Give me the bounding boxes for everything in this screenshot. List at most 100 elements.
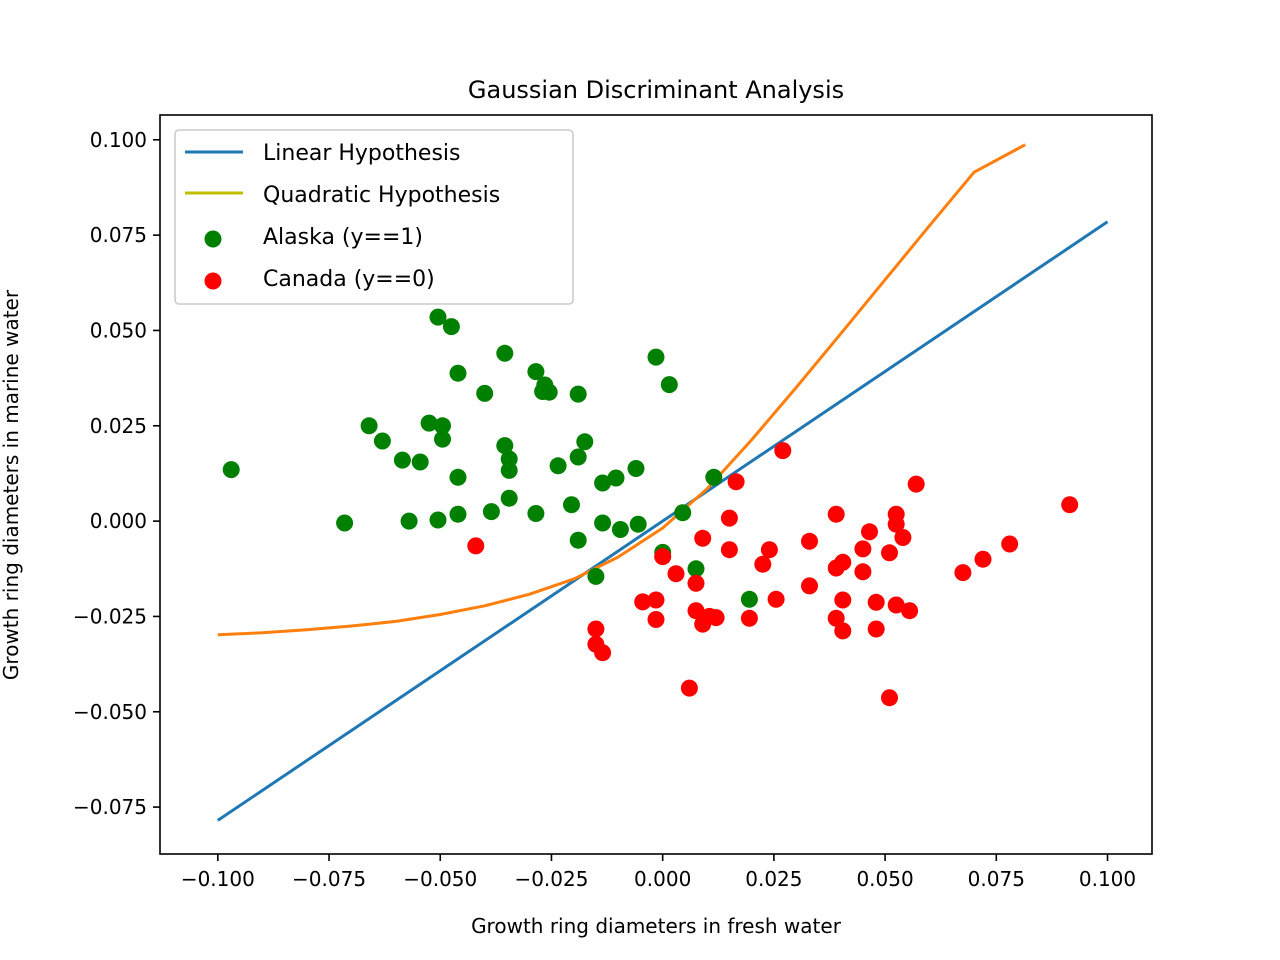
alaska-point	[222, 461, 240, 479]
canada-point	[834, 553, 852, 571]
canada-point	[867, 620, 885, 638]
alaska-point	[527, 505, 545, 522]
alaska-point	[476, 384, 494, 402]
canada-point	[720, 509, 738, 527]
alaska-point	[400, 512, 418, 530]
canada-point	[767, 590, 785, 608]
alaska-point	[569, 385, 587, 403]
canada-point	[707, 609, 725, 627]
canada-point	[907, 475, 925, 493]
canada-point	[861, 523, 878, 541]
x-tick-label: 0.075	[968, 867, 1025, 891]
canada-point	[974, 550, 992, 568]
x-tick-label: 0.025	[745, 867, 802, 891]
linear-hypothesis-line	[216, 220, 1109, 822]
quadratic-hypothesis-line	[217, 143, 1026, 637]
alaska-point	[393, 451, 411, 469]
y-tick-label: 0.100	[90, 128, 147, 152]
alaska-point	[449, 364, 467, 382]
canada-point	[887, 596, 905, 614]
x-tick-label: 0.000	[634, 867, 691, 891]
alaska-point	[587, 567, 605, 585]
x-tick-label: −0.025	[514, 867, 588, 891]
alaska-point	[434, 417, 451, 435]
legend-alaska-marker	[204, 230, 222, 248]
alaska-point	[411, 453, 429, 471]
canada-point	[647, 591, 665, 609]
canada-point	[881, 689, 898, 707]
alaska-point	[527, 363, 545, 381]
alaska-point	[687, 560, 705, 578]
alaska-point	[660, 376, 678, 394]
alaska-point	[449, 468, 467, 486]
alaska-point	[429, 308, 447, 326]
canada-point	[1001, 535, 1019, 553]
canada-point	[680, 679, 698, 697]
y-tick-label: −0.025	[73, 604, 147, 628]
canada-point	[687, 602, 705, 620]
canada-point	[654, 548, 672, 566]
canada-point	[467, 537, 485, 555]
alaska-point	[674, 504, 692, 522]
canada-point	[801, 577, 818, 595]
alaska-point	[496, 344, 514, 362]
canada-point	[954, 564, 972, 582]
canada-point	[720, 541, 738, 559]
alaska-point	[540, 383, 558, 401]
legend-canada-marker	[204, 272, 222, 290]
canada-point	[754, 555, 772, 573]
y-axis-label: Growth ring diameters in marine water	[0, 289, 23, 680]
y-tick-label: 0.025	[90, 414, 147, 438]
alaska-point	[629, 515, 647, 533]
canada-point	[587, 620, 605, 638]
x-tick-label: 0.050	[856, 867, 913, 891]
alaska-point	[607, 469, 625, 487]
x-axis: −0.100 −0.075 −0.050 −0.025 0.000 0.025 0.050 0…	[181, 854, 1136, 891]
y-tick-label: 0.075	[90, 223, 147, 247]
alaska-point	[482, 503, 500, 521]
x-tick-label: −0.075	[292, 867, 366, 891]
canada-point	[827, 505, 845, 523]
canada-point	[634, 593, 652, 611]
y-tick-label: −0.075	[73, 795, 147, 819]
canada-point	[727, 473, 745, 491]
series-layer	[216, 143, 1109, 822]
canada-point	[801, 532, 818, 550]
canada-point	[867, 593, 885, 611]
alaska-point	[647, 348, 665, 366]
alaska-point	[569, 448, 587, 466]
alaska-point	[420, 414, 438, 432]
alaska-point	[442, 318, 460, 336]
y-axis: −0.075 −0.050 −0.025 0.000 0.025 0.050 0.075 0.…	[73, 128, 160, 819]
canada-point	[667, 565, 685, 583]
plot-frame	[159, 114, 1153, 855]
alaska-point	[611, 521, 629, 538]
alaska-point	[569, 531, 587, 549]
alaska-point	[594, 514, 612, 532]
canada-point	[854, 540, 872, 558]
x-tick-label: 0.100	[1079, 867, 1136, 891]
alaska-point	[429, 511, 447, 529]
legend-linear-label: Linear Hypothesis	[263, 141, 461, 166]
alaska-point	[500, 489, 518, 507]
legend-canada-label: Canada (y==0)	[263, 267, 435, 292]
alaska-point	[373, 432, 391, 450]
canada-point	[687, 574, 705, 592]
x-tick-label: −0.100	[181, 867, 255, 891]
canada-point	[1061, 496, 1079, 514]
legend-alaska-label: Alaska (y==1)	[263, 225, 423, 250]
alaska-point	[549, 457, 567, 475]
alaska-point	[563, 496, 580, 514]
legend-box	[174, 129, 574, 305]
alaska-point	[434, 430, 451, 448]
canada-point	[894, 529, 912, 546]
canada-point	[854, 563, 872, 581]
alaska-point	[500, 461, 518, 479]
canada-point	[834, 622, 852, 640]
canada-point	[881, 544, 898, 562]
canada-point	[594, 644, 612, 662]
x-tick-label: −0.050	[403, 867, 477, 891]
canada-point	[834, 591, 852, 609]
legend-quadratic-label: Quadratic Hypothesis	[263, 183, 500, 208]
